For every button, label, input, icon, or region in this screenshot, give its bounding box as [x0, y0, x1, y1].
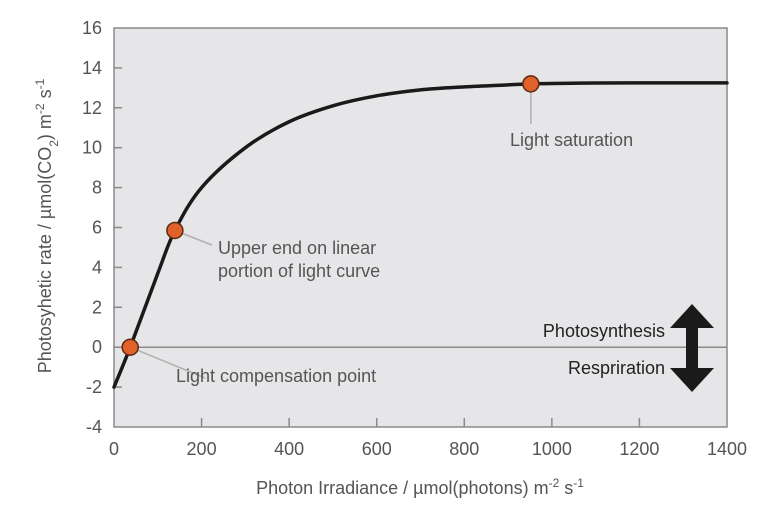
- plot-area: [113, 27, 728, 428]
- y-axis-ticks: -4 -2 0 2 4 6 8 10 12 14 16: [82, 18, 122, 437]
- x-tick-label: 1200: [619, 439, 659, 459]
- photosynthesis-label: Photosynthesis: [543, 321, 665, 341]
- marked-point: [121, 338, 139, 356]
- double-arrow-icon: [670, 304, 714, 392]
- x-tick-label: 400: [274, 439, 304, 459]
- y-tick-label: 14: [82, 58, 102, 78]
- respiration-label: Respriration: [568, 358, 665, 378]
- y-tick-label: 8: [92, 178, 102, 198]
- x-tick-label: 1400: [707, 439, 747, 459]
- x-axis-ticks: 0 200 400 600 800 1000 1200 1400: [109, 418, 747, 459]
- x-tick-label: 200: [187, 439, 217, 459]
- y-tick-label: 16: [82, 18, 102, 38]
- marked-point: [166, 221, 184, 240]
- x-tick-label: 800: [449, 439, 479, 459]
- x-tick-label: 600: [362, 439, 392, 459]
- annotation-linear-line1: Upper end on linear: [218, 238, 376, 258]
- y-tick-label: 2: [92, 297, 102, 317]
- y-tick-label: 0: [92, 337, 102, 357]
- y-tick-label: 4: [92, 257, 102, 277]
- marked-point: [522, 75, 540, 93]
- y-tick-label: -2: [86, 377, 102, 397]
- y-axis-title: Photosyhetic rate / µmol(CO2) m-2 s-1: [33, 78, 61, 373]
- x-tick-label: 0: [109, 439, 119, 459]
- y-tick-label: 12: [82, 98, 102, 118]
- annotation-linear-line2: portion of light curve: [218, 261, 380, 281]
- annotation-compensation: Light compensation point: [176, 366, 376, 386]
- y-tick-label: -4: [86, 417, 102, 437]
- y-tick-label: 10: [82, 138, 102, 158]
- marked-points: [121, 75, 540, 356]
- x-axis-title: Photon Irradiance / µmol(photons) m-2 s-…: [256, 476, 584, 498]
- x-tick-label: 1000: [532, 439, 572, 459]
- y-tick-label: 6: [92, 218, 102, 238]
- annotation-light-saturation: Light saturation: [510, 130, 633, 150]
